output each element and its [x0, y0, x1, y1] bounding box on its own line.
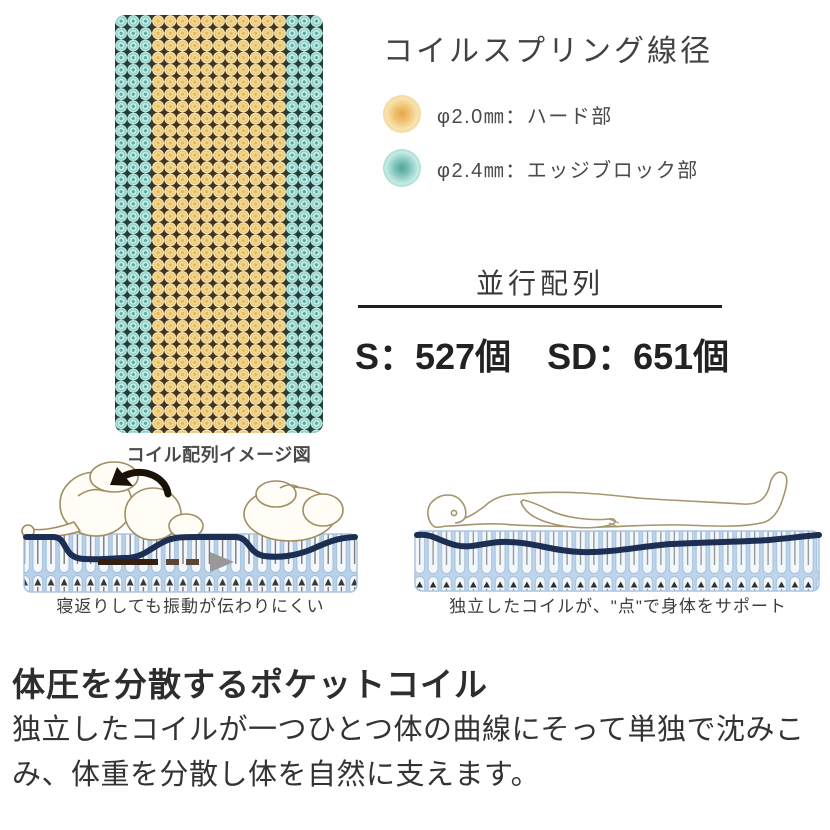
- edge-block-coil-band-right: [286, 15, 323, 433]
- edge-coil-label: φ2.4㎜：エッジブロック部: [437, 159, 699, 182]
- point-support-illustration: [414, 471, 822, 592]
- edge-coil-swatch-icon: [383, 149, 421, 187]
- contour-line-right: [414, 531, 822, 556]
- coil-arrangement-diagram: [115, 15, 323, 433]
- arrangement-label: 並行配列: [475, 268, 604, 299]
- hard-coil-swatch-icon: [383, 95, 421, 133]
- coil-diagram-caption: コイル配列イメージ図: [126, 445, 312, 465]
- coil-count-values: S：527個 SD：651個: [355, 336, 730, 377]
- legend-row-edge: φ2.4㎜：エッジブロック部: [383, 149, 699, 187]
- legend-row-hard: φ2.0㎜：ハード部: [383, 95, 613, 133]
- hard-coil-band-center: [152, 15, 286, 433]
- spec-title: コイルスプリング線径: [383, 35, 713, 68]
- hard-coil-label: φ2.0㎜：ハード部: [437, 105, 613, 128]
- mattress-right: [414, 530, 820, 592]
- lying-person-figure: [427, 471, 788, 529]
- rotation-arrow-icon: [110, 467, 172, 498]
- edge-block-coil-band-left: [115, 15, 152, 433]
- vibration-motion-arrow-icon: [98, 552, 234, 572]
- description-heading: 体圧を分散するポケットコイル: [12, 666, 488, 703]
- point-support-caption: 独立したコイルが、"点"で身体をサポート: [449, 597, 787, 616]
- description-body: 独立したコイルが一つひとつ体の曲線にそって単独で沈みこみ、体重を分散し体を自然に…: [12, 714, 805, 791]
- rollover-caption: 寝返りしても振動が伝わりにくい: [56, 597, 325, 616]
- sleeper-figures: [21, 461, 344, 542]
- contour-line-left: [23, 534, 358, 563]
- arrangement-underline: [358, 305, 722, 308]
- rollover-illustration: [21, 461, 358, 593]
